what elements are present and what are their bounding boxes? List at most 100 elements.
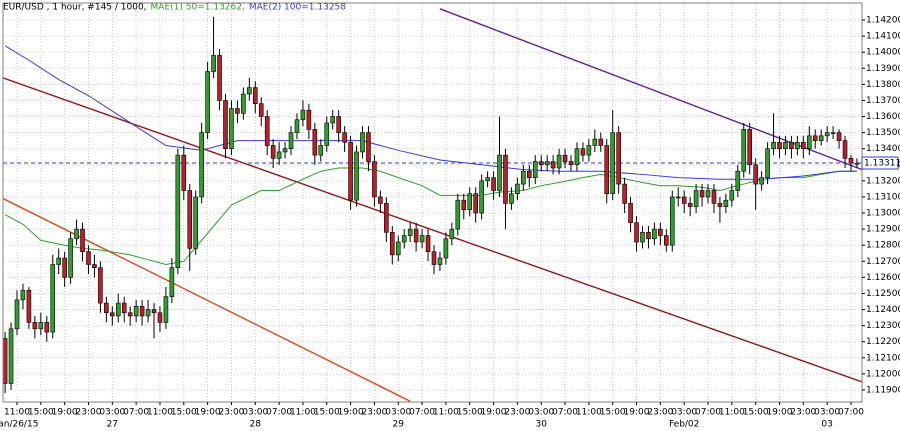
candle-body [824, 132, 830, 137]
candle-body [199, 132, 204, 198]
x-tick-label: 19:00 [481, 408, 507, 418]
candle-body [628, 203, 633, 223]
candle-body [723, 199, 729, 207]
y-tick-label: 1.12100 [866, 353, 900, 363]
chart-title: EUR/USD , 1 hour, #145 / 1000, [3, 3, 147, 13]
candle-body [795, 141, 800, 150]
grid [3, 3, 862, 402]
candle-body [121, 302, 127, 314]
candle-body [467, 193, 473, 211]
candle-body [407, 228, 413, 236]
ma-line [4, 45, 857, 180]
plot-frame [2, 2, 863, 403]
candle-body [830, 132, 836, 134]
candle-body [270, 145, 276, 159]
candle-body [372, 161, 377, 198]
candle-body [574, 148, 580, 166]
candle-body [68, 238, 73, 278]
candle-body [729, 190, 735, 201]
x-tick-label: 11:00 [147, 408, 173, 418]
x-tick-label: 07:00 [266, 408, 292, 418]
plot-area [3, 8, 862, 402]
candle-body [294, 119, 300, 133]
candle-body [247, 87, 252, 95]
candle-body [175, 154, 181, 269]
x-tick-label: 15:00 [171, 408, 197, 418]
x-tick-label: 03:00 [99, 408, 125, 418]
candle-body [801, 141, 806, 150]
candle-body [669, 196, 675, 246]
y-tick-label: 1.12300 [866, 321, 900, 331]
y-tick-label: 1.13400 [866, 144, 900, 154]
candle-body [235, 108, 240, 114]
x-tick-label: 19:00 [338, 408, 364, 418]
candle-body [241, 93, 246, 114]
candle-body [765, 148, 770, 178]
x-tick-label: 03:00 [385, 408, 411, 418]
candle-body [562, 154, 568, 162]
x-tick-label: 19:00 [767, 408, 793, 418]
candle-body [640, 232, 645, 243]
candle-body [515, 183, 520, 195]
candle-body [258, 103, 264, 117]
candle-body [664, 235, 669, 246]
candle-body [50, 264, 56, 333]
candle-body [675, 196, 681, 199]
y-tick-label: 1.14200 [866, 16, 900, 26]
y-tick-label: 1.12900 [866, 225, 900, 235]
candle-body [318, 145, 324, 156]
candle-body [157, 312, 163, 323]
candle-body [777, 141, 782, 150]
candle-body [300, 109, 306, 121]
candle-body [115, 302, 121, 317]
candle-body [86, 251, 91, 265]
candle-body [586, 145, 592, 156]
x-tick-label: 03:00 [242, 408, 268, 418]
candle-body [461, 199, 467, 211]
date-label: Jan/26/15 [0, 420, 38, 430]
y-tick-label: 1.13600 [866, 112, 900, 122]
candle-body [604, 145, 610, 195]
trend-line [3, 77, 862, 383]
candle-body [783, 141, 788, 150]
x-tick-label: 03:00 [814, 408, 840, 418]
legend-entry: MAE(1) 50=1.13262, [151, 3, 245, 13]
x-tick-label: 23:00 [790, 408, 816, 418]
candle-body [342, 132, 347, 143]
x-tick-label: 07:00 [695, 408, 721, 418]
header: EUR/USD , 1 hour, #145 / 1000, MAE(1) 50… [3, 3, 346, 13]
candle-body [455, 199, 461, 230]
date-label: 30 [535, 420, 547, 430]
candle-body [705, 190, 711, 198]
candle-body [622, 183, 627, 204]
x-tick-label: 07:00 [838, 408, 864, 418]
x-tick-label: 19:00 [52, 408, 78, 418]
candle-body [616, 132, 621, 185]
candle-body [497, 154, 502, 191]
candle-body [56, 257, 61, 265]
candle-body [151, 309, 157, 314]
y-tick-label: 1.12600 [866, 273, 900, 283]
candle-body [92, 264, 97, 269]
candle-body [20, 289, 26, 301]
candle-body [389, 232, 395, 256]
candle-body [741, 129, 747, 172]
y-tick-label: 1.14000 [866, 48, 900, 58]
date-label: Feb/02 [669, 420, 699, 430]
candle-body [80, 228, 85, 252]
candle-body [842, 140, 848, 159]
candle-body [806, 135, 812, 150]
y-tick-label: 1.11900 [866, 385, 900, 395]
candle-body [681, 196, 687, 204]
x-tick-label: 15:00 [28, 408, 54, 418]
candle-body [812, 135, 818, 141]
candle-body [211, 55, 216, 72]
x-tick-label: 23:00 [218, 408, 244, 418]
candle-body [634, 222, 639, 243]
date-label: 27 [107, 420, 118, 430]
x-tick-label: 07:00 [552, 408, 578, 418]
candle-body [181, 154, 187, 191]
candle-body [139, 306, 145, 317]
